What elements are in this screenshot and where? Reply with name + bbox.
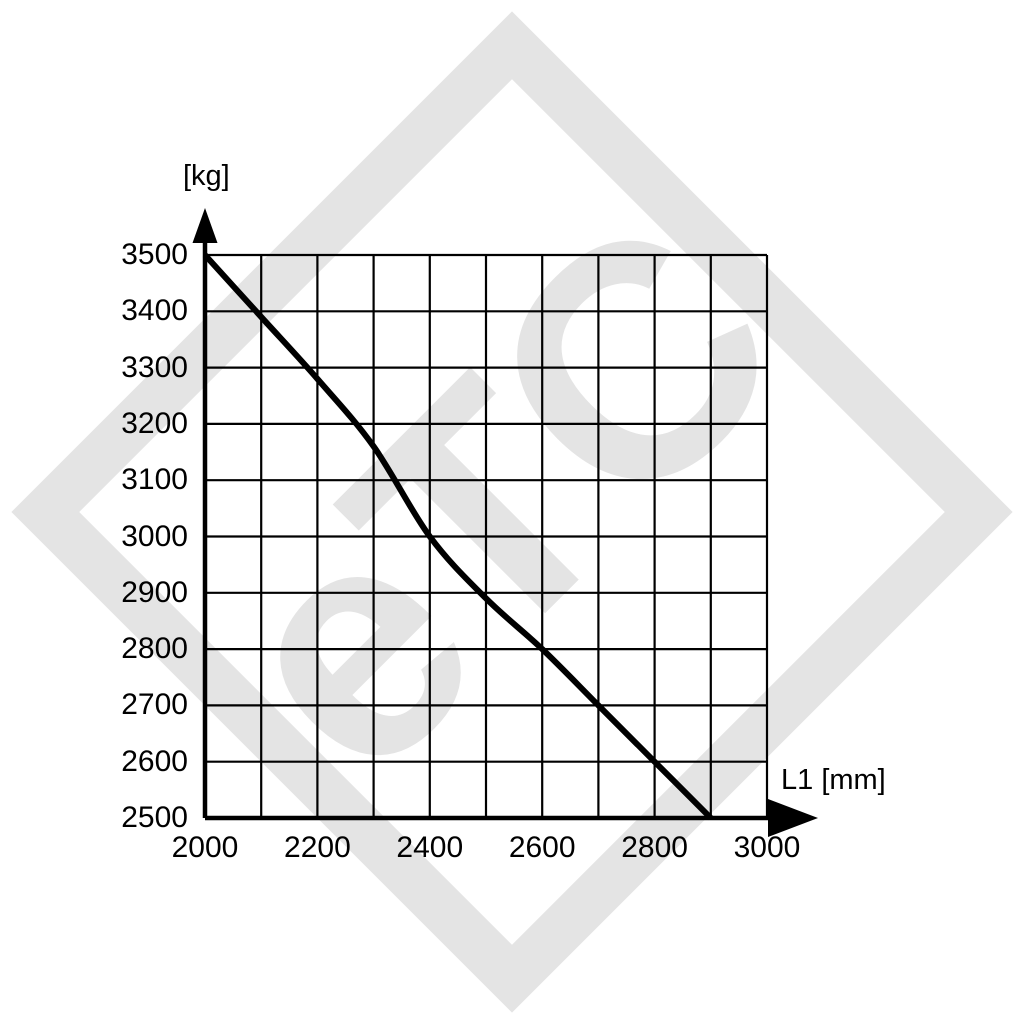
axis-spines (202, 228, 790, 821)
x-tick-2600: 2600 (508, 831, 576, 864)
x-tick-2200: 2200 (284, 831, 351, 864)
x-tick-2000: 2000 (171, 831, 239, 864)
grid-lines (203, 253, 769, 820)
x-tick-2800: 2800 (621, 831, 688, 864)
y-axis-unit-label: [kg] (183, 160, 230, 192)
x-axis-unit-label: L1 [mm] (781, 764, 886, 796)
x-tick-3000: 3000 (733, 831, 801, 864)
x-axis-right-arrow-icon (768, 799, 818, 837)
y-axis-up-arrow-icon (192, 208, 218, 243)
load-capacity-curve (202, 252, 713, 821)
x-tick-2400: 2400 (396, 831, 464, 864)
